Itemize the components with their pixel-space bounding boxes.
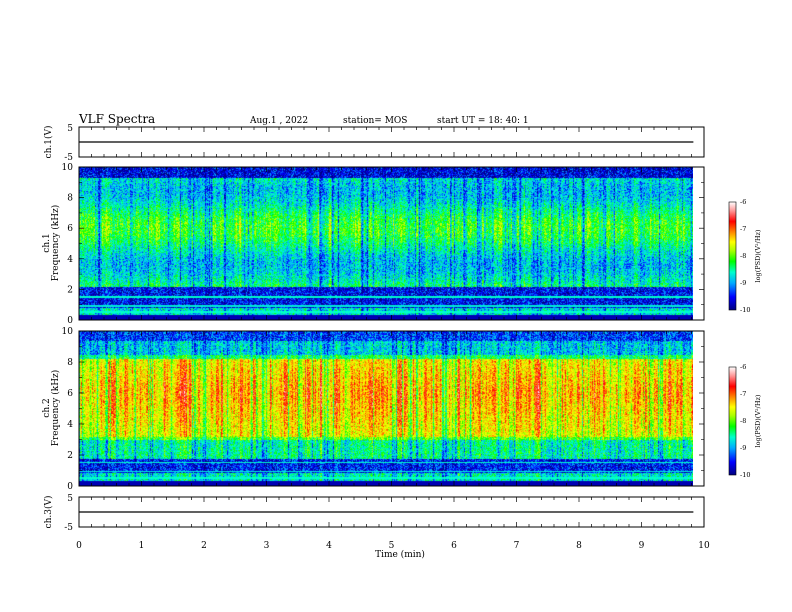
ch2-colorbar-tick-8: -8 — [740, 417, 746, 425]
time-tick-label: 7 — [514, 541, 520, 551]
time-tick-label: 3 — [264, 541, 270, 551]
date-label: Aug.1 , 2022 — [249, 116, 308, 126]
frequency-tick-label: 2 — [67, 285, 73, 295]
ch1-colorbar-tick-8: -8 — [740, 252, 746, 260]
figure-title: VLF Spectra — [78, 112, 155, 126]
ch1-spectrogram-ylabel-frequency: Frequency (kHz) — [50, 205, 61, 282]
ch3-waveform-panel: 5 -5 ch.3(V) — [43, 494, 705, 533]
ch1-spectrogram-ylabel-channel: ch.1 — [42, 233, 52, 252]
ch1-colorbar-tick-min: -10 — [740, 306, 750, 314]
frequency-tick-label: 0 — [67, 482, 73, 492]
ch1-ytick-top: 5 — [67, 124, 73, 134]
ch1-colorbar-label: log(PSD)(V²/Hz) — [754, 229, 762, 282]
time-tick-label: 2 — [201, 541, 207, 551]
frequency-tick-label: 6 — [67, 224, 73, 234]
frequency-tick-label: 8 — [67, 194, 73, 204]
ch3-waveform-ylabel: ch.3(V) — [43, 496, 54, 529]
ch2-colorbar-tick-9: -9 — [740, 444, 746, 452]
ch2-colorbar-label: log(PSD)(V²/Hz) — [754, 394, 762, 447]
ch2-spectrogram-ylabel-channel: ch.2 — [42, 398, 52, 417]
ch2-colorbar — [728, 366, 737, 476]
time-tick-label: 10 — [698, 541, 710, 551]
time-tick-label: 5 — [389, 541, 395, 551]
ch2-colorbar-tick-min: -10 — [740, 471, 750, 479]
time-tick-label: 6 — [451, 541, 457, 551]
ch1-waveform-ylabel: ch.1(V) — [43, 126, 54, 159]
frequency-tick-label: 2 — [67, 451, 73, 461]
frequency-tick-label: 8 — [67, 358, 73, 368]
ch2-colorbar-tick-max: -6 — [740, 363, 746, 371]
ch2-spectrogram-ylabel-frequency: Frequency (kHz) — [50, 370, 61, 447]
time-tick-label: 8 — [576, 541, 582, 551]
time-axis: 0 1 2 3 4 5 6 7 8 9 10 — [76, 127, 710, 551]
ch3-ytick-bottom: -5 — [64, 523, 73, 533]
ch2-spectrogram-panel: 0 2 4 6 8 10 ch.2 Frequency (kHz) -6 -7 -8 -9… — [42, 327, 762, 492]
time-axis-label: Time (min) — [375, 549, 425, 560]
frequency-tick-label: 4 — [67, 420, 73, 430]
frequency-tick-label: 10 — [62, 163, 74, 173]
ch1-waveform-panel: 5 -5 ch.1(V) — [43, 124, 705, 163]
ch2-spectrogram-image — [79, 331, 693, 486]
frequency-tick-label: 6 — [67, 389, 73, 399]
ch1-ytick-bottom: -5 — [64, 153, 73, 163]
ch1-colorbar-tick-9: -9 — [740, 279, 746, 287]
time-tick-label: 0 — [76, 541, 82, 551]
ch2-colorbar-tick-7: -7 — [740, 390, 746, 398]
ch1-colorbar — [728, 201, 737, 311]
ch3-ytick-top: 5 — [67, 494, 73, 504]
ch1-colorbar-tick-max: -6 — [740, 198, 746, 206]
frequency-tick-label: 10 — [62, 327, 74, 337]
frequency-tick-label: 4 — [67, 255, 73, 265]
frequency-tick-label: 0 — [67, 316, 73, 326]
start-time-label: start UT = 18: 40: 1 — [437, 116, 529, 126]
station-label: station= MOS — [343, 116, 407, 126]
ch1-spectrogram-image — [79, 167, 693, 320]
time-tick-label: 1 — [139, 541, 145, 551]
ch1-spectrogram-panel: 0 2 4 6 8 10 ch.1 Frequency (kHz) -6 -7 -8 -9… — [42, 163, 762, 326]
ch1-colorbar-tick-7: -7 — [740, 225, 746, 233]
time-tick-label: 9 — [639, 541, 645, 551]
time-tick-label: 4 — [326, 541, 332, 551]
